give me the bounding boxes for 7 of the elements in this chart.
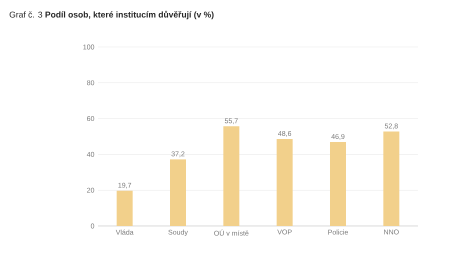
bar xyxy=(170,159,186,226)
bar xyxy=(116,190,133,226)
chart-title: Graf č. 3 Podíl osob, které institucím důvěřují (v %) xyxy=(10,10,214,20)
bar xyxy=(383,131,400,226)
bar xyxy=(330,142,346,226)
bar xyxy=(276,138,293,226)
bar xyxy=(223,126,240,226)
